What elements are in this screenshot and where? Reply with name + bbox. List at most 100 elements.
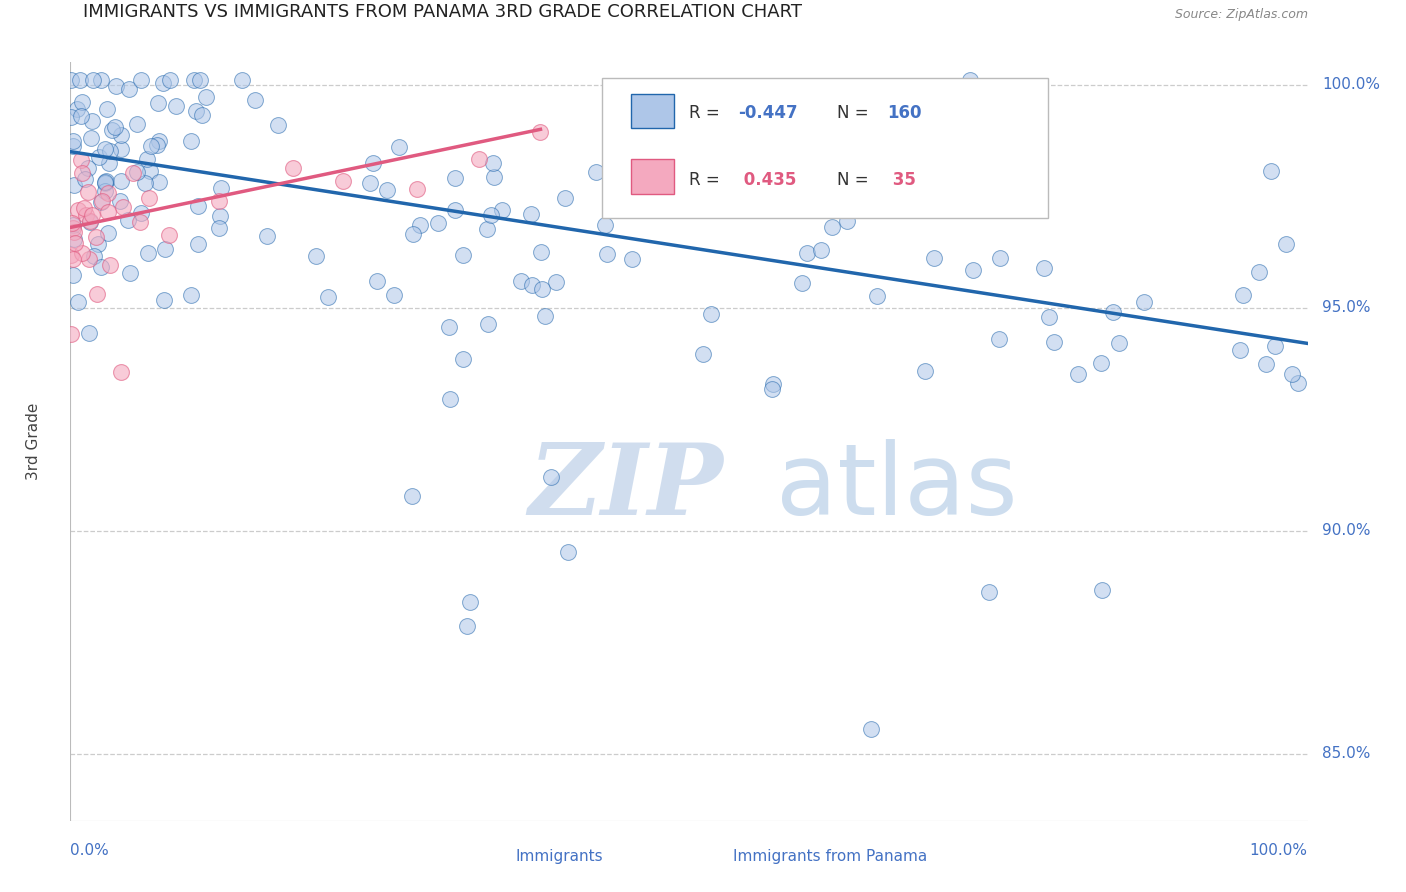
Point [67, 295, 90, 310]
Point [491, 202, 513, 217]
Point [426, 216, 449, 230]
Point [595, 218, 617, 232]
Point [75, 171, 97, 186]
Point [148, 134, 170, 148]
Text: R =: R = [689, 171, 725, 189]
Point [97, 155, 120, 169]
Point [520, 207, 543, 221]
Point [1043, 335, 1066, 350]
Point [62, 221, 84, 235]
Point [152, 76, 174, 90]
Bar [689, 845, 720, 868]
Point [77, 252, 100, 267]
Point [139, 139, 162, 153]
Point [159, 73, 181, 87]
Point [183, 73, 205, 87]
Point [186, 103, 208, 118]
Point [366, 274, 388, 288]
Point [1038, 310, 1060, 325]
Point [467, 152, 489, 166]
Point [557, 545, 579, 559]
Point [90, 194, 112, 209]
Point [962, 263, 984, 277]
Point [921, 103, 943, 117]
Point [444, 171, 467, 186]
Point [195, 90, 218, 104]
Point [191, 108, 214, 122]
Point [534, 309, 557, 323]
Point [482, 155, 505, 169]
Point [484, 169, 506, 184]
Point [90, 194, 112, 209]
Point [80, 131, 103, 145]
Point [70, 109, 93, 123]
Text: ZIP: ZIP [529, 439, 723, 535]
Point [62, 268, 84, 283]
Point [59, 110, 82, 124]
Point [361, 156, 384, 170]
Point [104, 78, 127, 93]
Point [761, 383, 783, 397]
Point [1033, 261, 1056, 276]
Text: 100.0%: 100.0% [1250, 844, 1308, 858]
Point [129, 206, 152, 220]
Point [80, 208, 103, 222]
Point [86, 287, 108, 301]
Point [692, 346, 714, 360]
Point [83, 249, 105, 263]
Point [1260, 163, 1282, 178]
Point [73, 202, 96, 216]
Point [79, 326, 101, 340]
Point [62, 219, 84, 233]
Point [1264, 338, 1286, 352]
Point [127, 165, 149, 179]
Point [723, 186, 745, 200]
Point [585, 164, 607, 178]
Point [96, 174, 118, 188]
Point [208, 221, 231, 235]
Point [402, 227, 425, 241]
Point [60, 248, 83, 262]
Point [90, 73, 112, 87]
Point [70, 166, 93, 180]
Point [77, 186, 100, 200]
Point [82, 114, 104, 128]
Point [1090, 356, 1112, 370]
Point [1281, 367, 1303, 381]
Point [281, 161, 304, 175]
Point [60, 73, 83, 87]
Point [530, 282, 553, 296]
Point [475, 222, 498, 236]
Point [451, 352, 474, 367]
Text: 3rd Grade: 3rd Grade [25, 403, 41, 480]
Text: 95.0%: 95.0% [1323, 301, 1371, 315]
Point [180, 288, 202, 302]
Point [208, 210, 231, 224]
Point [1286, 376, 1309, 391]
Point [153, 242, 176, 256]
Point [94, 185, 117, 199]
Point [979, 584, 1001, 599]
Point [359, 176, 381, 190]
Point [96, 205, 118, 219]
Point [70, 95, 93, 109]
Point [316, 290, 339, 304]
Point [375, 182, 398, 196]
Point [187, 236, 209, 251]
Point [479, 208, 502, 222]
Point [70, 153, 93, 167]
Point [1132, 295, 1154, 310]
Point [439, 320, 461, 334]
Point [807, 129, 830, 144]
Point [187, 199, 209, 213]
Point [60, 215, 83, 229]
Point [621, 252, 644, 266]
Point [796, 246, 818, 260]
Point [97, 186, 120, 200]
Point [96, 103, 118, 117]
Point [146, 96, 169, 111]
Point [865, 289, 887, 303]
Point [720, 162, 742, 177]
Text: 90.0%: 90.0% [1323, 524, 1371, 538]
Point [93, 177, 115, 191]
